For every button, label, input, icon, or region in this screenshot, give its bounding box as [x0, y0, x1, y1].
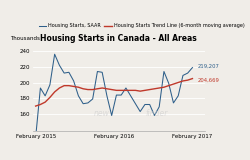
- Text: new: new: [94, 109, 110, 118]
- Text: Thousands: Thousands: [10, 36, 40, 41]
- Housing Starts, SAAR: [63, 72, 66, 74]
- Housing Starts, SAAR: [53, 53, 56, 55]
- Housing Starts, SAAR: [177, 95, 180, 97]
- Housing Starts, SAAR: [96, 71, 99, 72]
- Housing Starts Trend Line (6-month moving average): [63, 85, 66, 87]
- Housing Starts, SAAR: [82, 103, 85, 105]
- Housing Starts, SAAR: [68, 71, 70, 73]
- Housing Starts Trend Line (6-month moving average): [129, 89, 132, 91]
- Housing Starts, SAAR: [139, 111, 142, 112]
- Legend: Housing Starts, SAAR, Housing Starts Trend Line (6-month moving average): Housing Starts, SAAR, Housing Starts Tre…: [37, 21, 246, 30]
- Housing Starts Trend Line (6-month moving average): [77, 86, 80, 88]
- Housing Starts Trend Line (6-month moving average): [139, 90, 142, 92]
- Housing Starts Trend Line (6-month moving average): [91, 89, 94, 91]
- Housing Starts, SAAR: [144, 104, 146, 105]
- Housing Starts, SAAR: [172, 102, 175, 104]
- Housing Starts, SAAR: [129, 95, 132, 97]
- Housing Starts Trend Line (6-month moving average): [115, 89, 118, 91]
- Housing Starts, SAAR: [124, 87, 128, 89]
- Housing Starts Trend Line (6-month moving average): [110, 89, 113, 91]
- Housing Starts, SAAR: [182, 74, 184, 76]
- Housing Starts, SAAR: [48, 84, 51, 86]
- Housing Starts Trend Line (6-month moving average): [120, 89, 123, 91]
- Housing Starts Trend Line (6-month moving average): [167, 85, 170, 87]
- Housing Starts, SAAR: [120, 94, 123, 96]
- Housing Starts Trend Line (6-month moving average): [48, 96, 51, 98]
- Housing Starts, SAAR: [44, 95, 47, 97]
- Housing Starts, SAAR: [110, 115, 113, 116]
- Housing Starts Trend Line (6-month moving average): [148, 89, 151, 91]
- Housing Starts Trend Line (6-month moving average): [144, 89, 146, 91]
- Line: Housing Starts Trend Line (6-month moving average): Housing Starts Trend Line (6-month movin…: [36, 79, 192, 106]
- Title: Housing Starts in Canada - All Areas: Housing Starts in Canada - All Areas: [40, 34, 197, 43]
- Housing Starts Trend Line (6-month moving average): [34, 105, 37, 107]
- Housing Starts, SAAR: [167, 82, 170, 84]
- Housing Starts Trend Line (6-month moving average): [134, 89, 137, 91]
- Housing Starts Trend Line (6-month moving average): [182, 80, 184, 82]
- Housing Starts, SAAR: [191, 67, 194, 68]
- Housing Starts Trend Line (6-month moving average): [53, 91, 56, 93]
- Housing Starts, SAAR: [158, 106, 161, 108]
- Line: Housing Starts, SAAR: Housing Starts, SAAR: [36, 54, 192, 137]
- Housing Starts Trend Line (6-month moving average): [82, 88, 85, 90]
- Housing Starts, SAAR: [58, 64, 61, 66]
- Housing Starts, SAAR: [153, 115, 156, 116]
- Housing Starts Trend Line (6-month moving average): [58, 87, 61, 89]
- Housing Starts, SAAR: [39, 87, 42, 89]
- Housing Starts, SAAR: [101, 71, 104, 73]
- Housing Starts Trend Line (6-month moving average): [101, 87, 104, 89]
- Housing Starts, SAAR: [148, 104, 151, 105]
- Housing Starts Trend Line (6-month moving average): [177, 82, 180, 84]
- Housing Starts Trend Line (6-month moving average): [86, 89, 90, 91]
- Housing Starts Trend Line (6-month moving average): [39, 104, 42, 105]
- Housing Starts, SAAR: [34, 136, 37, 138]
- Housing Starts, SAAR: [106, 95, 108, 97]
- Housing Starts Trend Line (6-month moving average): [162, 86, 166, 88]
- Housing Starts Trend Line (6-month moving average): [153, 88, 156, 90]
- Housing Starts Trend Line (6-month moving average): [44, 101, 47, 103]
- Housing Starts Trend Line (6-month moving average): [96, 88, 99, 90]
- Housing Starts Trend Line (6-month moving average): [124, 89, 128, 91]
- Housing Starts Trend Line (6-month moving average): [191, 78, 194, 80]
- Housing Starts, SAAR: [86, 102, 90, 104]
- Housing Starts Trend Line (6-month moving average): [186, 79, 189, 81]
- Housing Starts, SAAR: [115, 94, 118, 96]
- Text: finder: finder: [146, 109, 168, 118]
- Housing Starts, SAAR: [72, 80, 75, 82]
- Housing Starts Trend Line (6-month moving average): [158, 87, 161, 89]
- Housing Starts, SAAR: [186, 72, 189, 74]
- Housing Starts, SAAR: [134, 103, 137, 105]
- Housing Starts, SAAR: [162, 71, 166, 72]
- Text: 204,669: 204,669: [198, 77, 220, 82]
- Housing Starts, SAAR: [91, 98, 94, 100]
- Housing Starts Trend Line (6-month moving average): [68, 85, 70, 87]
- Text: 219,207: 219,207: [198, 64, 220, 69]
- Housing Starts Trend Line (6-month moving average): [72, 85, 75, 87]
- Housing Starts, SAAR: [77, 95, 80, 97]
- Housing Starts Trend Line (6-month moving average): [172, 83, 175, 85]
- Housing Starts Trend Line (6-month moving average): [106, 88, 108, 90]
